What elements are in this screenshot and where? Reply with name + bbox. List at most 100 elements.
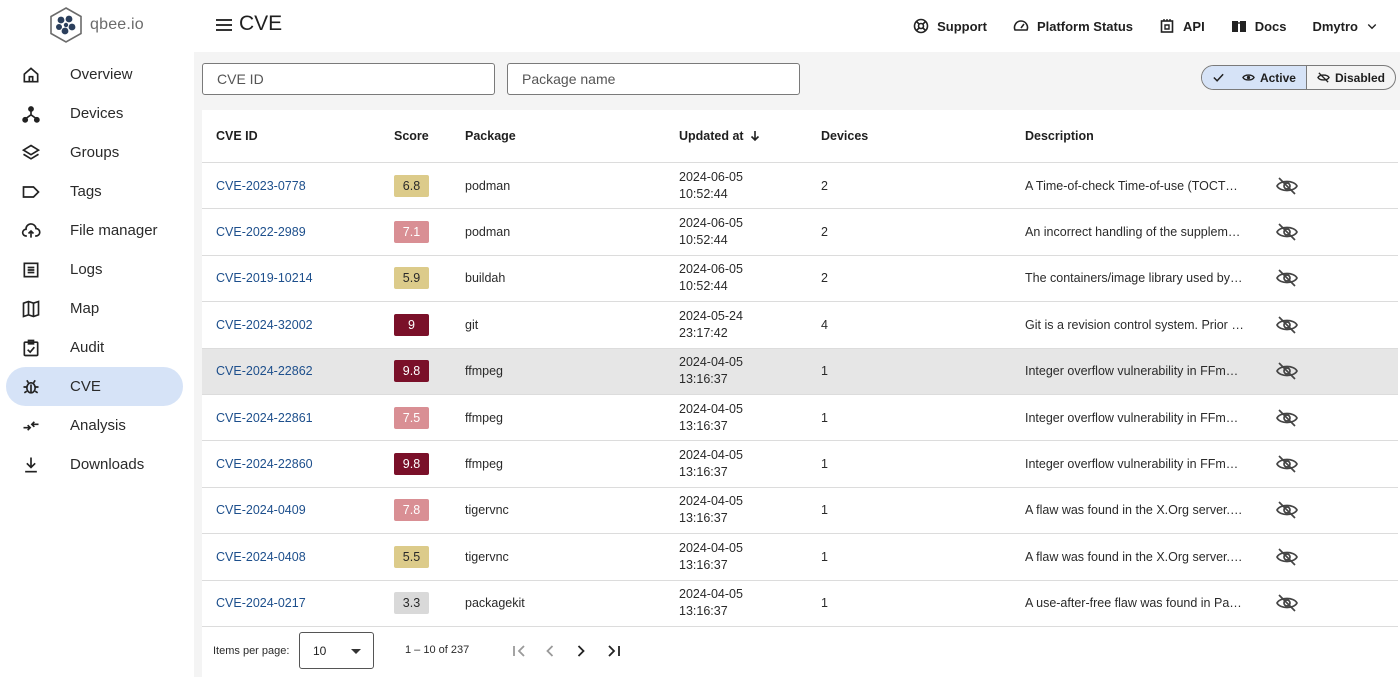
first-page-icon[interactable] (509, 641, 529, 661)
sidebar-item-analysis[interactable]: Analysis (6, 406, 183, 445)
paginator: Items per page: 10 1 – 10 of 237 (202, 627, 1398, 677)
cve-id-link[interactable]: CVE-2022-2989 (216, 225, 306, 240)
updated-at: 2024-04-05 13:16:37 (679, 540, 743, 574)
toggle-active[interactable]: Active (1201, 66, 1307, 89)
hamburger-menu-icon[interactable] (214, 15, 234, 35)
table-row[interactable]: CVE-2024-0409 7.8 tigervnc 2024-04-05 13:16:… (202, 488, 1398, 535)
sidebar-item-file-manager[interactable]: File manager (6, 211, 183, 250)
sidebar-item-tags[interactable]: Tags (6, 172, 183, 211)
cve-id-link[interactable]: CVE-2024-32002 (216, 317, 313, 332)
header-cve-id[interactable]: CVE ID (216, 129, 258, 143)
cve-id-link[interactable]: CVE-2024-22862 (216, 364, 313, 379)
chevron-down-icon (1367, 24, 1377, 30)
header-score[interactable]: Score (394, 129, 429, 143)
table-row[interactable]: CVE-2024-0217 3.3 packagekit 2024-04-05 13:1… (202, 581, 1398, 627)
updated-time: 13:16:37 (679, 465, 728, 480)
api-link[interactable]: API (1159, 18, 1205, 34)
package-name: ffmpeg (465, 364, 503, 379)
api-icon (1160, 19, 1174, 33)
api-label: API (1183, 18, 1205, 34)
cve-id-link[interactable]: CVE-2024-0217 (216, 596, 306, 611)
table-row[interactable]: CVE-2019-10214 5.9 buildah 2024-06-05 10:52:… (202, 256, 1398, 303)
sort-arrow-down-icon (750, 131, 759, 142)
sidebar-item-label: CVE (70, 378, 101, 395)
cve-description: Integer overflow vulnerability in FFmpeg… (1025, 410, 1245, 425)
table-row[interactable]: CVE-2024-22861 7.5 ffmpeg 2024-04-05 13:16:3… (202, 395, 1398, 442)
cve-id-link[interactable]: CVE-2024-0408 (216, 549, 306, 564)
updated-time: 13:16:37 (679, 604, 728, 619)
table-row[interactable]: CVE-2024-0408 5.5 tigervnc 2024-04-05 13:16:… (202, 534, 1398, 581)
last-page-icon[interactable] (604, 641, 624, 661)
header-description[interactable]: Description (1025, 129, 1094, 143)
cve-id-input[interactable] (202, 63, 495, 95)
header-updated-at[interactable]: Updated at (679, 110, 761, 162)
cve-description: An incorrect handling of the supplementa… (1025, 225, 1245, 240)
page-title: CVE (239, 12, 283, 35)
cve-table: CVE ID Score Package Updated at Devices … (202, 110, 1398, 627)
platform-status-link[interactable]: Platform Status (1013, 18, 1133, 34)
sidebar-item-cve[interactable]: CVE (6, 367, 183, 406)
hide-cve-icon[interactable] (1275, 313, 1299, 337)
map-icon (6, 299, 56, 319)
table-row[interactable]: CVE-2022-2989 7.1 podman 2024-06-05 10:52:44… (202, 209, 1398, 256)
table-row[interactable]: CVE-2023-0778 6.8 podman 2024-06-05 10:52:44… (202, 163, 1398, 210)
sidebar-item-map[interactable]: Map (6, 289, 183, 328)
user-menu[interactable]: Dmytro (1312, 19, 1378, 34)
toggle-active-label: Active (1259, 70, 1296, 85)
previous-page-icon[interactable] (540, 641, 560, 661)
hide-cve-icon[interactable] (1275, 545, 1299, 569)
table-row[interactable]: CVE-2024-32002 9 git 2024-05-24 23:17:42 4 Git… (202, 302, 1398, 349)
hide-cve-icon[interactable] (1275, 406, 1299, 430)
score-badge: 7.8 (394, 499, 429, 522)
header-package[interactable]: Package (465, 129, 516, 143)
eye-icon (1242, 74, 1255, 81)
cve-id-link[interactable]: CVE-2019-10214 (216, 271, 313, 286)
hide-cve-icon[interactable] (1275, 220, 1299, 244)
hide-cve-icon[interactable] (1275, 591, 1299, 615)
speedometer-icon (1013, 20, 1029, 31)
toggle-disabled[interactable]: Disabled (1307, 66, 1395, 89)
top-header: CVE Support Platform Status API Docs Dmy… (194, 0, 1400, 52)
toggle-disabled-label: Disabled (1334, 70, 1385, 85)
sidebar-item-audit[interactable]: Audit (6, 328, 183, 367)
cve-id-link[interactable]: CVE-2024-22860 (216, 457, 313, 472)
hide-cve-icon[interactable] (1275, 359, 1299, 383)
updated-at: 2024-04-05 13:16:37 (679, 586, 743, 620)
score-badge: 7.5 (394, 406, 429, 429)
cve-id-link[interactable]: CVE-2024-0409 (216, 503, 306, 518)
support-link[interactable]: Support (913, 18, 987, 34)
status-toggle-group: Active Disabled (1200, 65, 1396, 90)
table-row[interactable]: CVE-2024-22862 9.8 ffmpeg 2024-04-05 13:16:3… (202, 348, 1398, 395)
support-label: Support (937, 18, 987, 34)
hide-cve-icon[interactable] (1275, 498, 1299, 522)
bug-icon (6, 377, 56, 397)
header-devices[interactable]: Devices (821, 129, 869, 143)
sidebar-item-label: Audit (70, 339, 105, 356)
home-icon (6, 65, 56, 85)
sidebar-item-logs[interactable]: Logs (6, 250, 183, 289)
device-count: 1 (821, 410, 828, 425)
sidebar-item-downloads[interactable]: Downloads (6, 445, 183, 484)
page-size-select[interactable]: 10 (299, 632, 374, 669)
updated-date: 2024-04-05 (679, 401, 743, 416)
audit-icon (6, 338, 56, 358)
sidebar-item-overview[interactable]: Overview (6, 55, 183, 94)
cve-id-link[interactable]: CVE-2024-22861 (216, 410, 313, 425)
logo[interactable]: qbee.io (48, 6, 144, 44)
sidebar-item-groups[interactable]: Groups (6, 133, 183, 172)
updated-at: 2024-04-05 13:16:37 (679, 354, 743, 388)
score-badge: 5.9 (394, 267, 429, 290)
hide-cve-icon[interactable] (1275, 452, 1299, 476)
logs-icon (6, 260, 56, 280)
sidebar-item-devices[interactable]: Devices (6, 94, 183, 133)
cve-description: Git is a revision control system. Prior … (1025, 317, 1245, 332)
docs-link[interactable]: Docs (1231, 18, 1286, 34)
next-page-icon[interactable] (571, 641, 591, 661)
page-size-value: 10 (313, 644, 327, 658)
hide-cve-icon[interactable] (1275, 266, 1299, 290)
table-row[interactable]: CVE-2024-22860 9.8 ffmpeg 2024-04-05 13:16:3… (202, 441, 1398, 488)
cve-id-link[interactable]: CVE-2023-0778 (216, 178, 306, 193)
updated-date: 2024-04-05 (679, 540, 743, 555)
hide-cve-icon[interactable] (1275, 174, 1299, 198)
package-name-input[interactable] (507, 63, 800, 95)
